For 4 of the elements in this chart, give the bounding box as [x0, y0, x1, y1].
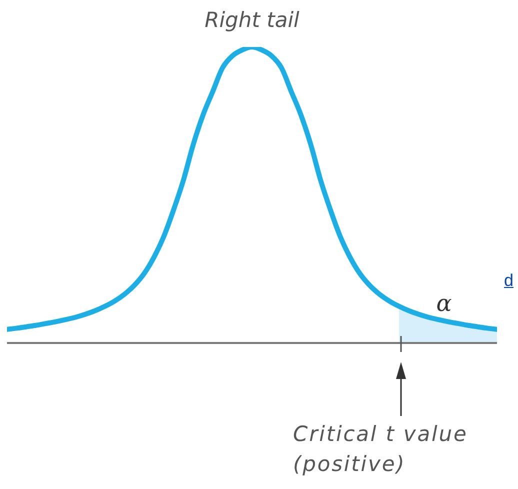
text: d: [504, 271, 514, 291]
annotation: α: [435, 290, 453, 317]
chart-title: Right tail: [204, 8, 300, 32]
text: Critical t value (positive): [293, 421, 469, 478]
